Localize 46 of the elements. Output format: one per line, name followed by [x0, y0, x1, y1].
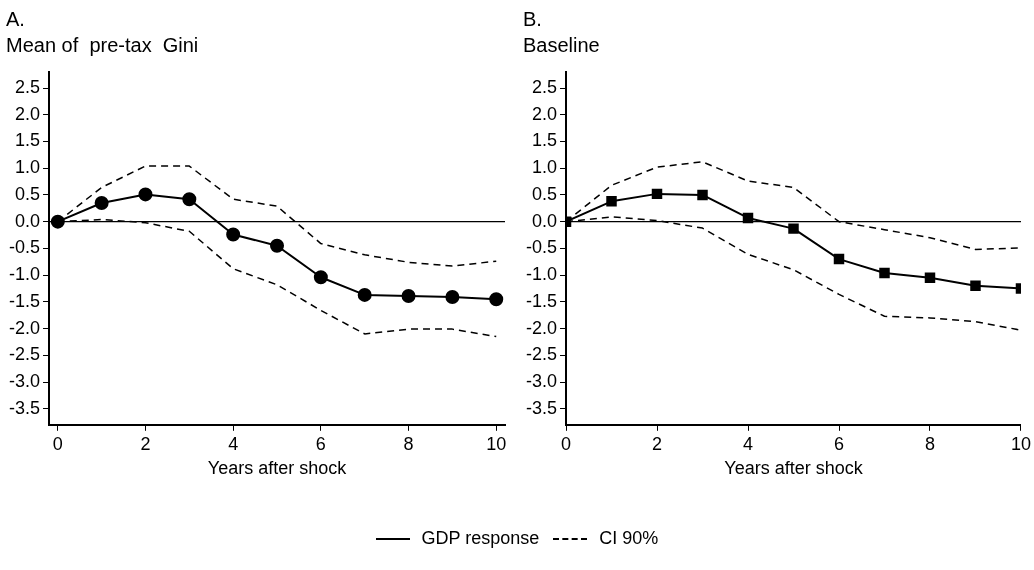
chart-title: B.: [523, 7, 542, 30]
x-axis-title: Years after shock: [207, 458, 348, 479]
y-tick-label: -0.5: [8, 237, 41, 258]
x-tick-label: 0: [52, 433, 63, 454]
x-tick-label: 6: [315, 433, 326, 454]
y-tick-label: -1.5: [525, 290, 558, 311]
y-tick-label: 0.5: [14, 183, 41, 204]
y-tick-label: -1.0: [8, 264, 41, 285]
x-tick-label: 10: [486, 433, 507, 454]
y-tick-label: -0.5: [525, 237, 558, 258]
legend-label: GDP response: [421, 528, 540, 549]
x-tick-label: 8: [924, 433, 935, 454]
y-tick-label: 1.5: [14, 130, 41, 151]
y-tick-label: 1.0: [14, 157, 41, 178]
x-tick-label: 4: [228, 433, 239, 454]
chart-title: A.: [6, 7, 25, 30]
y-tick-label: -3.0: [8, 371, 41, 392]
legend-label: CI 90%: [599, 528, 659, 549]
x-axis-title: Years after shock: [724, 458, 864, 479]
y-tick-label: -2.0: [525, 317, 558, 338]
y-tick-label: 2.5: [531, 77, 558, 98]
chart-subtitle: Baseline: [523, 33, 600, 56]
x-tick-label: 6: [833, 433, 845, 454]
y-tick-label: 0.0: [531, 210, 558, 231]
chart-subtitle: Mean of pre-tax Gini: [6, 33, 199, 56]
x-tick-label: 2: [140, 433, 151, 454]
y-tick-label: -3.5: [525, 397, 558, 418]
y-tick-label: 1.5: [531, 130, 558, 151]
y-tick-label: 2.5: [14, 77, 41, 98]
y-tick-label: 2.0: [14, 103, 41, 124]
y-tick-label: -2.5: [525, 344, 558, 365]
y-tick-label: -2.5: [8, 344, 41, 365]
y-tick-label: -3.0: [525, 371, 558, 392]
x-tick-label: 2: [652, 433, 663, 454]
x-tick-label: 0: [561, 433, 572, 454]
y-tick-label: 2.0: [531, 103, 558, 124]
y-tick-label: -1.5: [8, 290, 41, 311]
y-tick-label: 1.0: [531, 157, 558, 178]
y-tick-label: 0.5: [531, 183, 558, 204]
y-tick-label: -3.5: [8, 397, 41, 418]
x-tick-label: 8: [403, 433, 414, 454]
y-tick-label: -2.0: [8, 317, 41, 338]
x-tick-label: 4: [743, 433, 754, 454]
y-tick-label: -1.0: [525, 264, 558, 285]
x-tick-label: 10: [1010, 433, 1031, 454]
y-tick-label: 0.0: [14, 210, 41, 231]
